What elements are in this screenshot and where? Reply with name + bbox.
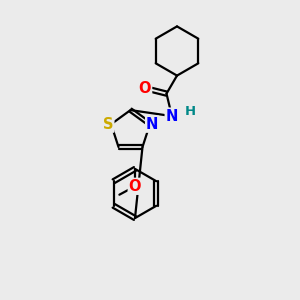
Text: O: O [129,179,141,194]
Text: O: O [139,81,151,96]
Text: N: N [166,109,178,124]
Text: S: S [103,117,113,132]
Text: N: N [146,117,158,132]
Text: H: H [184,105,196,118]
